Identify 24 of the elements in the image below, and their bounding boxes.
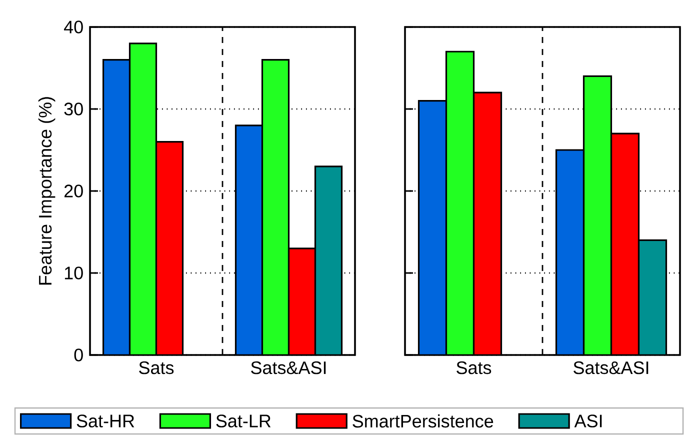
y-axis-title: Feature Importance (%) (38, 97, 56, 285)
y-tick-label: 40 (64, 20, 83, 34)
legend-label: SmartPersistence (352, 414, 494, 428)
y-tick-label: 20 (64, 184, 83, 198)
bar (234, 124, 264, 355)
legend-label: Sat-LR (216, 414, 271, 428)
bar (582, 75, 612, 355)
x-tick-label: Sats (139, 361, 174, 374)
bar (445, 50, 475, 355)
bar (472, 92, 502, 355)
legend-label: ASI (574, 414, 602, 428)
x-tick-label: Sats&ASI (574, 361, 648, 374)
bar (418, 100, 448, 355)
y-tick-label: 10 (64, 266, 83, 280)
bar (610, 132, 640, 355)
x-tick-label: Sats (456, 361, 492, 374)
y-tick-label: 30 (64, 102, 83, 116)
bar (261, 59, 290, 355)
bar (128, 42, 158, 355)
x-tick-label: Sats&ASI (251, 361, 326, 374)
bar (102, 59, 131, 355)
y-tick-label: 0 (74, 348, 83, 362)
legend-label: Sat-HR (76, 414, 134, 428)
bar (555, 149, 585, 355)
